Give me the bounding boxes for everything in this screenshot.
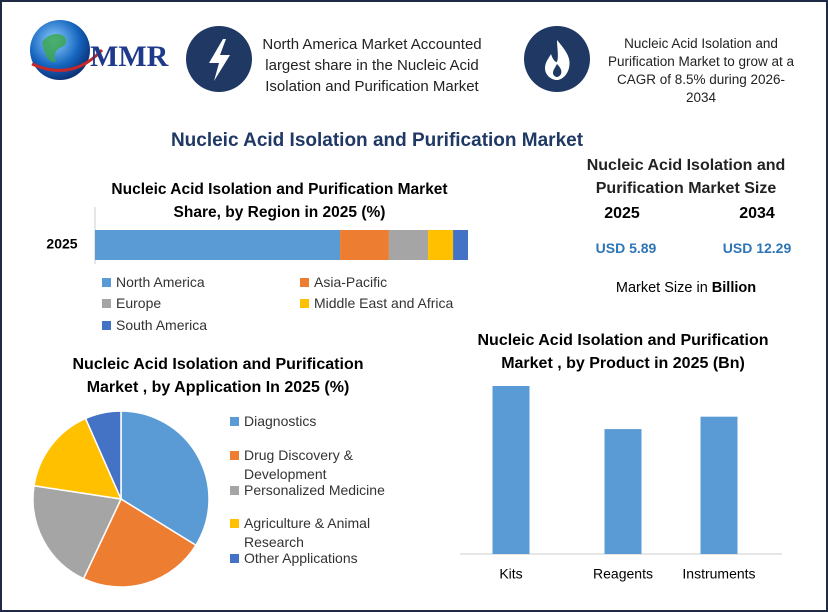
pie-slice <box>120 410 210 547</box>
legend-label: Europe <box>116 295 162 311</box>
bar-segment <box>388 230 429 260</box>
legend-label: Middle East and Africa <box>314 295 454 311</box>
size-year: 2034 <box>739 205 775 222</box>
chart-title: Nucleic Acid Isolation and Purification … <box>111 181 448 221</box>
legend-swatch <box>300 278 309 287</box>
legend-swatch <box>230 417 239 426</box>
bar <box>700 416 738 554</box>
legend-swatch <box>102 278 111 287</box>
legend-label: South America <box>116 317 208 333</box>
bar-segment <box>428 230 454 260</box>
main-title: Nucleic Acid Isolation and Purification … <box>170 130 584 151</box>
legend-label: North America <box>116 274 205 290</box>
icon-lightning <box>209 39 230 81</box>
header-box: Nucleic Acid Isolation and Purification … <box>607 36 795 105</box>
chart-title: Nucleic Acid Isolation and Purification … <box>72 356 364 396</box>
legend-label: Asia-Pacific <box>314 274 388 290</box>
x-tick-label: Reagents <box>593 566 653 582</box>
size-note: Market Size in Billion <box>586 280 786 296</box>
bar <box>492 386 530 554</box>
y-tick-label: 2025 <box>46 236 77 252</box>
logo-globe <box>30 20 90 80</box>
bar <box>604 429 642 554</box>
chart-title: Nucleic Acid Isolation and Purification … <box>477 332 769 372</box>
legend-swatch <box>300 299 309 308</box>
legend-swatch <box>230 486 239 495</box>
legend-swatch <box>230 519 239 528</box>
legend-swatch <box>230 554 239 563</box>
x-tick-label: Instruments <box>682 566 755 582</box>
size-title: Nucleic Acid Isolation and Purification … <box>586 157 786 197</box>
size-value: USD 5.89 <box>595 240 657 256</box>
size-value: USD 12.29 <box>722 240 792 256</box>
legend-label: Other Applications <box>244 550 358 566</box>
legend-label: Diagnostics <box>244 413 317 429</box>
size-note-text: Market Size in <box>615 280 708 296</box>
pie-slice <box>84 410 122 500</box>
logo-text: MMR <box>90 40 169 73</box>
bar-segment <box>453 230 468 260</box>
pie-slice <box>33 417 123 500</box>
pie-slice <box>32 484 123 580</box>
legend-label: Agriculture & Animal Research <box>244 515 371 550</box>
legend-label: Drug Discovery & Development <box>244 447 353 482</box>
icon-circle <box>524 26 590 92</box>
bar-segment <box>340 230 389 260</box>
size-year: 2025 <box>604 205 640 222</box>
icon-flame <box>545 40 570 80</box>
header-box: North America Market Accounted largest s… <box>262 36 482 95</box>
size-note-unit: Billion <box>711 280 757 296</box>
legend-swatch <box>102 299 111 308</box>
legend-swatch <box>230 451 239 460</box>
bar-segment <box>95 230 341 260</box>
legend-label: Personalized Medicine <box>244 482 385 498</box>
logo-land <box>42 34 67 63</box>
legend-swatch <box>102 321 111 330</box>
x-tick-label: Kits <box>499 566 522 582</box>
pie-slice <box>82 497 197 588</box>
logo-swoosh <box>31 48 104 72</box>
